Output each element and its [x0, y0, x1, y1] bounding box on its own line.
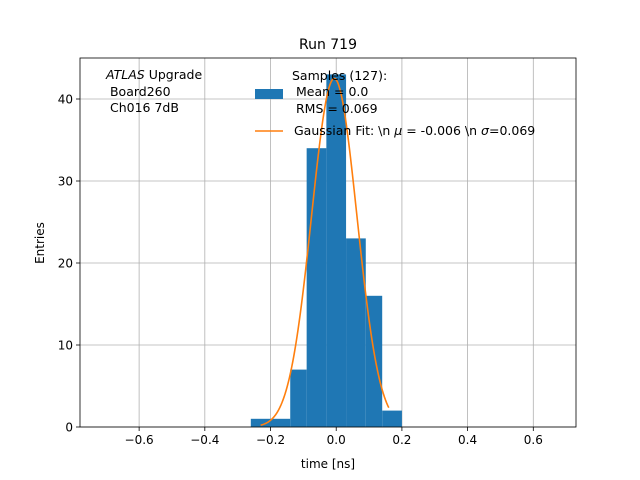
legend-fit-part-5: =0.069 [489, 123, 535, 138]
legend-fit-sigma-symbol: σ [481, 123, 490, 138]
plot-frame [79, 57, 577, 428]
gaussian-fit-curve [260, 77, 390, 426]
x-tick-label-2: −0.2 [256, 433, 285, 447]
annotation-channel: Ch016 7dB [106, 100, 179, 115]
y-tick-label-1: 10 [58, 339, 73, 353]
annotation-experiment: ATLAS [105, 67, 145, 82]
y-tick-label-2: 20 [58, 257, 73, 271]
legend-hist-line-3: RMS = 0.069 [292, 101, 378, 116]
histogram-bar-4 [326, 74, 347, 428]
x-tick-label-4: 0.2 [392, 433, 411, 447]
legend-fit-mu-symbol: μ [393, 123, 402, 138]
legend-hist-line-1: Samples (127): [292, 68, 387, 83]
x-axis-ticks: −0.6 −0.4 −0.2 0.0 0.2 0.4 0.6 [125, 427, 543, 447]
y-tick-label-4: 40 [58, 93, 73, 107]
y-tick-label-0: 0 [65, 421, 73, 435]
histogram-bar-7 [382, 410, 402, 427]
annotation-board: Board260 [106, 84, 171, 99]
y-tick-label-3: 30 [58, 175, 73, 189]
histogram-bar-1 [270, 418, 291, 427]
legend-fit-label: Gaussian Fit: \n μ = -0.006 \n σ=0.069 [294, 123, 535, 138]
y-axis-label: Entries [33, 222, 47, 264]
histogram-bar-3 [306, 148, 327, 427]
legend-hist-line-2: Mean = 0.0 [292, 84, 368, 99]
x-axis-label: time [ns] [301, 457, 355, 471]
legend-hist-swatch [255, 89, 283, 99]
atlas-annotation: ATLAS Upgrade Board260 Ch016 7dB [105, 67, 202, 115]
legend-fit-part-1: Gaussian Fit: \n [294, 123, 394, 138]
y-axis-ticks: 0 10 20 30 40 [58, 93, 80, 435]
chart-title: Run 719 [299, 37, 357, 53]
x-tick-label-1: −0.4 [190, 433, 219, 447]
annotation-line-1: ATLAS Upgrade [105, 67, 202, 82]
histogram-bar-2 [290, 369, 307, 427]
x-tick-label-5: 0.4 [458, 433, 477, 447]
annotation-upgrade: Upgrade [145, 67, 203, 82]
histogram-bar-0 [250, 418, 271, 427]
x-tick-label-0: −0.6 [125, 433, 154, 447]
legend-fit-part-3: = -0.006 \n [402, 123, 481, 138]
legend: Samples (127): Mean = 0.0 RMS = 0.069 Ga… [255, 68, 535, 138]
x-tick-label-6: 0.6 [524, 433, 543, 447]
histogram-bar-5 [346, 238, 366, 427]
x-tick-label-3: 0.0 [327, 433, 346, 447]
